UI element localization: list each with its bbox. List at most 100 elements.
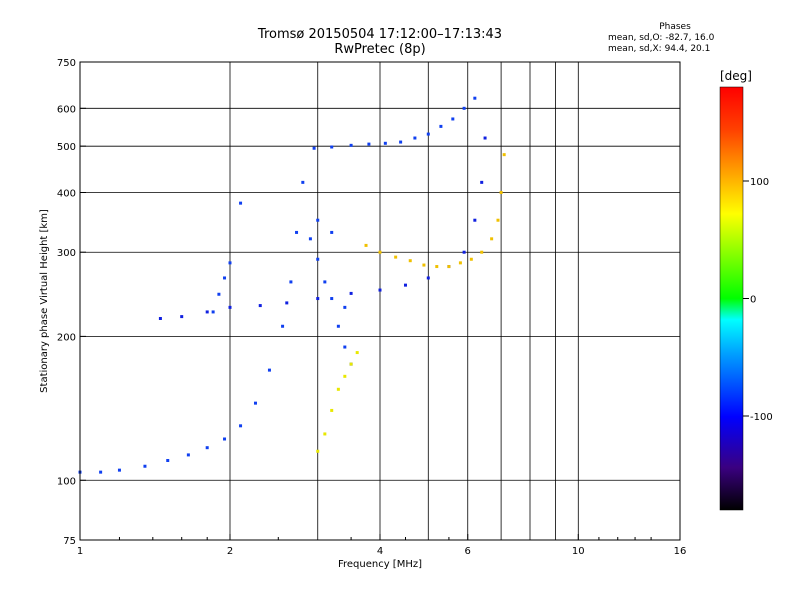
colorbar-tick-label: 100 bbox=[750, 177, 769, 188]
data-point bbox=[364, 243, 368, 247]
data-points bbox=[78, 96, 506, 474]
data-point bbox=[158, 316, 162, 320]
data-point bbox=[295, 230, 299, 234]
data-point bbox=[462, 106, 466, 110]
data-point bbox=[403, 283, 407, 287]
x-tick-label: 1 bbox=[77, 546, 83, 557]
colorbar-tick-label: -100 bbox=[750, 412, 773, 423]
chart-title: Tromsø 20150504 17:12:00–17:13:43 bbox=[257, 27, 503, 42]
data-point bbox=[211, 310, 215, 314]
data-point bbox=[447, 265, 451, 269]
data-point bbox=[186, 453, 190, 457]
data-point bbox=[502, 153, 506, 157]
data-point bbox=[483, 136, 487, 140]
data-point bbox=[308, 237, 312, 241]
y-tick-label: 600 bbox=[57, 104, 76, 115]
data-point bbox=[394, 255, 398, 259]
data-point bbox=[312, 146, 316, 150]
data-point bbox=[228, 261, 232, 265]
data-point bbox=[323, 432, 327, 436]
data-point bbox=[355, 351, 359, 355]
data-point bbox=[336, 324, 340, 328]
data-point bbox=[473, 218, 477, 222]
data-point bbox=[281, 324, 285, 328]
x-tick-label: 2 bbox=[227, 546, 233, 557]
phase-o-stats: mean, sd,O: -82.7, 16.0 bbox=[608, 33, 715, 43]
data-point bbox=[480, 250, 484, 254]
data-point bbox=[462, 250, 466, 254]
data-point bbox=[473, 96, 477, 100]
colorbar-tick-label: 0 bbox=[750, 295, 756, 306]
data-point bbox=[228, 305, 232, 309]
data-point bbox=[399, 140, 403, 144]
data-point bbox=[239, 201, 243, 205]
colorbar: [deg] 100 0 -100 bbox=[719, 69, 773, 511]
data-point bbox=[239, 424, 243, 428]
axis-ticks: 1 2 4 6 10 16 75 100 200 300 400 500 600 750 bbox=[57, 58, 686, 557]
data-point bbox=[143, 464, 147, 468]
data-point bbox=[301, 180, 305, 184]
data-point bbox=[439, 124, 443, 128]
data-point bbox=[316, 297, 320, 301]
x-tick-label: 4 bbox=[377, 546, 383, 557]
data-point bbox=[223, 276, 227, 280]
data-point bbox=[480, 180, 484, 184]
data-point bbox=[258, 304, 262, 308]
phases-heading: Phases bbox=[659, 22, 691, 32]
data-point bbox=[285, 301, 289, 305]
colorbar-gradient bbox=[719, 86, 744, 511]
data-point bbox=[490, 237, 494, 241]
data-point bbox=[316, 218, 320, 222]
x-tick-label: 6 bbox=[465, 546, 471, 557]
data-point bbox=[349, 362, 353, 366]
x-tick-label: 10 bbox=[572, 546, 585, 557]
data-point bbox=[330, 145, 334, 149]
data-point bbox=[378, 250, 382, 254]
data-point bbox=[180, 315, 184, 319]
data-point bbox=[426, 132, 430, 136]
data-point bbox=[253, 401, 257, 405]
data-point bbox=[289, 280, 293, 284]
y-tick-label: 500 bbox=[57, 142, 76, 153]
data-point bbox=[267, 368, 271, 372]
data-point bbox=[316, 257, 320, 261]
colorbar-label: [deg] bbox=[720, 69, 752, 83]
y-tick-label: 100 bbox=[57, 476, 76, 487]
data-point bbox=[422, 263, 426, 267]
data-point bbox=[316, 449, 320, 453]
data-point bbox=[367, 142, 371, 146]
data-point bbox=[223, 437, 227, 441]
y-tick-label: 300 bbox=[57, 248, 76, 259]
phase-x-stats: mean, sd,X: 94.4, 20.1 bbox=[608, 44, 711, 54]
data-point bbox=[383, 141, 387, 145]
y-tick-label: 200 bbox=[57, 332, 76, 343]
data-point bbox=[435, 265, 439, 269]
data-point bbox=[323, 280, 327, 284]
data-point bbox=[205, 310, 209, 314]
data-point bbox=[349, 291, 353, 295]
data-point bbox=[336, 387, 340, 391]
data-point bbox=[330, 230, 334, 234]
data-point bbox=[330, 408, 334, 412]
data-point bbox=[496, 218, 500, 222]
data-point bbox=[349, 143, 353, 147]
y-tick-label: 750 bbox=[57, 58, 76, 69]
data-point bbox=[343, 374, 347, 378]
data-point bbox=[343, 305, 347, 309]
y-axis-label: Stationary phase Virtual Height [km] bbox=[39, 209, 50, 393]
data-point bbox=[217, 292, 221, 296]
x-axis-label: Frequency [MHz] bbox=[338, 559, 422, 570]
x-tick-label: 16 bbox=[674, 546, 687, 557]
data-point bbox=[343, 345, 347, 349]
data-point bbox=[166, 458, 170, 462]
data-point bbox=[469, 257, 473, 261]
data-point bbox=[451, 117, 455, 121]
grid bbox=[80, 62, 680, 540]
data-point bbox=[117, 468, 121, 472]
data-point bbox=[408, 259, 412, 263]
data-point bbox=[413, 136, 417, 140]
y-tick-label: 400 bbox=[57, 188, 76, 199]
y-tick-label: 75 bbox=[63, 536, 76, 547]
data-point bbox=[499, 190, 503, 194]
